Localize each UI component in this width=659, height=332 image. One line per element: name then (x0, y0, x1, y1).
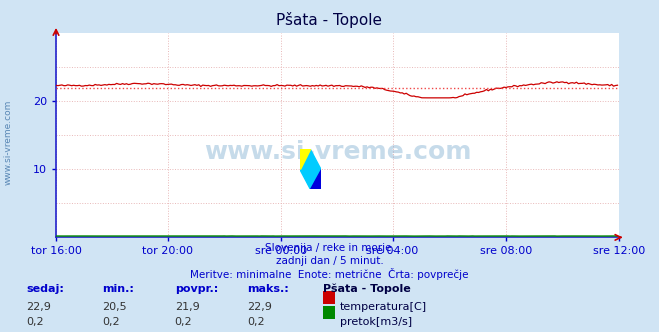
Text: 0,2: 0,2 (175, 317, 192, 327)
Text: www.si-vreme.com: www.si-vreme.com (4, 100, 13, 186)
Polygon shape (300, 149, 310, 169)
Polygon shape (300, 149, 321, 189)
Text: Pšata - Topole: Pšata - Topole (277, 12, 382, 28)
Text: zadnji dan / 5 minut.: zadnji dan / 5 minut. (275, 256, 384, 266)
Text: 0,2: 0,2 (102, 317, 120, 327)
Text: www.si-vreme.com: www.si-vreme.com (204, 140, 471, 164)
Text: 22,9: 22,9 (26, 302, 51, 312)
Text: povpr.:: povpr.: (175, 284, 218, 294)
Text: pretok[m3/s]: pretok[m3/s] (340, 317, 412, 327)
Text: min.:: min.: (102, 284, 134, 294)
Text: 0,2: 0,2 (26, 317, 44, 327)
Text: 22,9: 22,9 (247, 302, 272, 312)
Text: sedaj:: sedaj: (26, 284, 64, 294)
Text: 20,5: 20,5 (102, 302, 127, 312)
Text: Pšata - Topole: Pšata - Topole (323, 284, 411, 294)
Text: Slovenija / reke in morje.: Slovenija / reke in morje. (264, 243, 395, 253)
Polygon shape (310, 169, 321, 189)
Text: temperatura[C]: temperatura[C] (340, 302, 427, 312)
Text: Meritve: minimalne  Enote: metrične  Črta: povprečje: Meritve: minimalne Enote: metrične Črta:… (190, 268, 469, 280)
Text: maks.:: maks.: (247, 284, 289, 294)
Text: 0,2: 0,2 (247, 317, 265, 327)
Text: 21,9: 21,9 (175, 302, 200, 312)
